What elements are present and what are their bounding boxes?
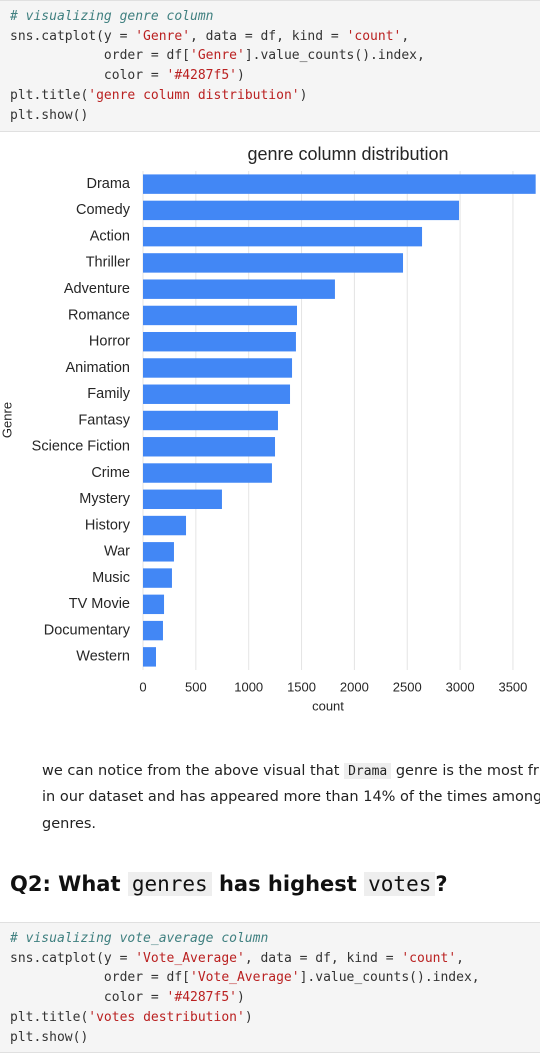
y-tick-label: History (85, 517, 131, 533)
code-line: plt.title('genre column distribution') (10, 87, 308, 103)
y-tick-label: Thriller (86, 255, 130, 271)
code-line: order = df['Vote_Average'].value_counts(… (10, 970, 480, 986)
y-tick-label: Horror (89, 334, 130, 350)
bar (143, 331, 296, 352)
x-tick-label: 3000 (446, 679, 475, 694)
y-tick-label: Fantasy (78, 412, 130, 428)
text: has highest (218, 872, 357, 896)
text: genres. (42, 816, 97, 832)
y-tick-label: Documentary (44, 622, 131, 638)
code-cell: # visualizing genre column sns.catplot(y … (0, 0, 540, 132)
y-tick-label: Romance (68, 307, 130, 323)
bar (143, 437, 276, 457)
y-tick-label: TV Movie (69, 596, 130, 612)
code-line: plt.show() (10, 107, 89, 123)
code-line: color = '#4287f5') (10, 990, 245, 1006)
heading: Q2: What genres has highest votes? (10, 872, 448, 896)
code-line: plt.title('votes destribution') (10, 1009, 253, 1025)
inline-code: genres (127, 872, 212, 896)
bar (143, 647, 157, 667)
text: genre is the most fr (395, 763, 539, 779)
bar (143, 226, 423, 247)
text: Q2: What (10, 872, 121, 896)
code-line: sns.catplot(y = 'Genre', data = df, kind… (10, 28, 410, 44)
chart-title: genre column distribution (247, 144, 448, 164)
bar (143, 279, 335, 299)
y-tick-label: Science Fiction (32, 439, 130, 455)
y-tick-label: Action (90, 228, 130, 244)
bar (143, 200, 460, 221)
bar (143, 620, 163, 641)
text: in our dataset and has appeared more tha… (42, 789, 540, 805)
text: ? (435, 872, 448, 896)
bar (143, 174, 536, 194)
x-tick-label: 2000 (340, 679, 369, 694)
x-axis-label: count (312, 698, 344, 713)
y-axis-label: Genre (0, 402, 14, 438)
bar (143, 542, 174, 562)
inline-code: votes (364, 872, 436, 896)
text: we can notice from the above visual that (42, 763, 340, 779)
bar (143, 384, 291, 404)
y-tick-label: Family (87, 386, 130, 402)
y-tick-label: Mystery (79, 491, 131, 507)
y-tick-label: Animation (66, 360, 130, 376)
x-tick-label: 0 (139, 679, 146, 694)
bar (143, 489, 222, 510)
inline-code: Drama (344, 763, 392, 779)
code-line: color = '#4287f5') (10, 68, 245, 84)
bar (143, 594, 165, 615)
y-tick-label: Comedy (76, 202, 131, 218)
code-line: plt.show() (10, 1029, 89, 1045)
code-cell: # visualizing vote_average column sns.cat… (0, 922, 540, 1053)
y-tick-label: Western (76, 649, 130, 665)
x-tick-label: 1500 (287, 679, 316, 694)
chart: genre column distribution count Genre 0 5… (0, 144, 536, 713)
bar (143, 305, 298, 326)
bar (143, 253, 404, 273)
y-tick-label: Adventure (64, 281, 130, 297)
code-line: sns.catplot(y = 'Vote_Average', data = d… (10, 950, 464, 966)
code-line: # visualizing genre column (10, 9, 214, 24)
code-line: # visualizing vote_average column (10, 931, 269, 946)
y-tick-label: War (104, 544, 130, 560)
x-tick-label: 2500 (393, 679, 422, 694)
y-tick-label: Crime (91, 465, 130, 481)
bar (143, 463, 272, 483)
bar (143, 568, 172, 588)
x-tick-label: 1000 (234, 679, 263, 694)
y-tick-label: Music (92, 570, 130, 586)
bar (143, 358, 293, 378)
y-tick-label: Drama (86, 176, 130, 192)
x-tick-label: 500 (185, 679, 207, 694)
bullet-line: •we can notice from the above visual tha… (42, 763, 540, 779)
bar (143, 410, 278, 431)
code-line: order = df['Genre'].value_counts().index… (10, 48, 425, 64)
x-tick-label: 3500 (498, 679, 527, 694)
bar (143, 515, 187, 536)
